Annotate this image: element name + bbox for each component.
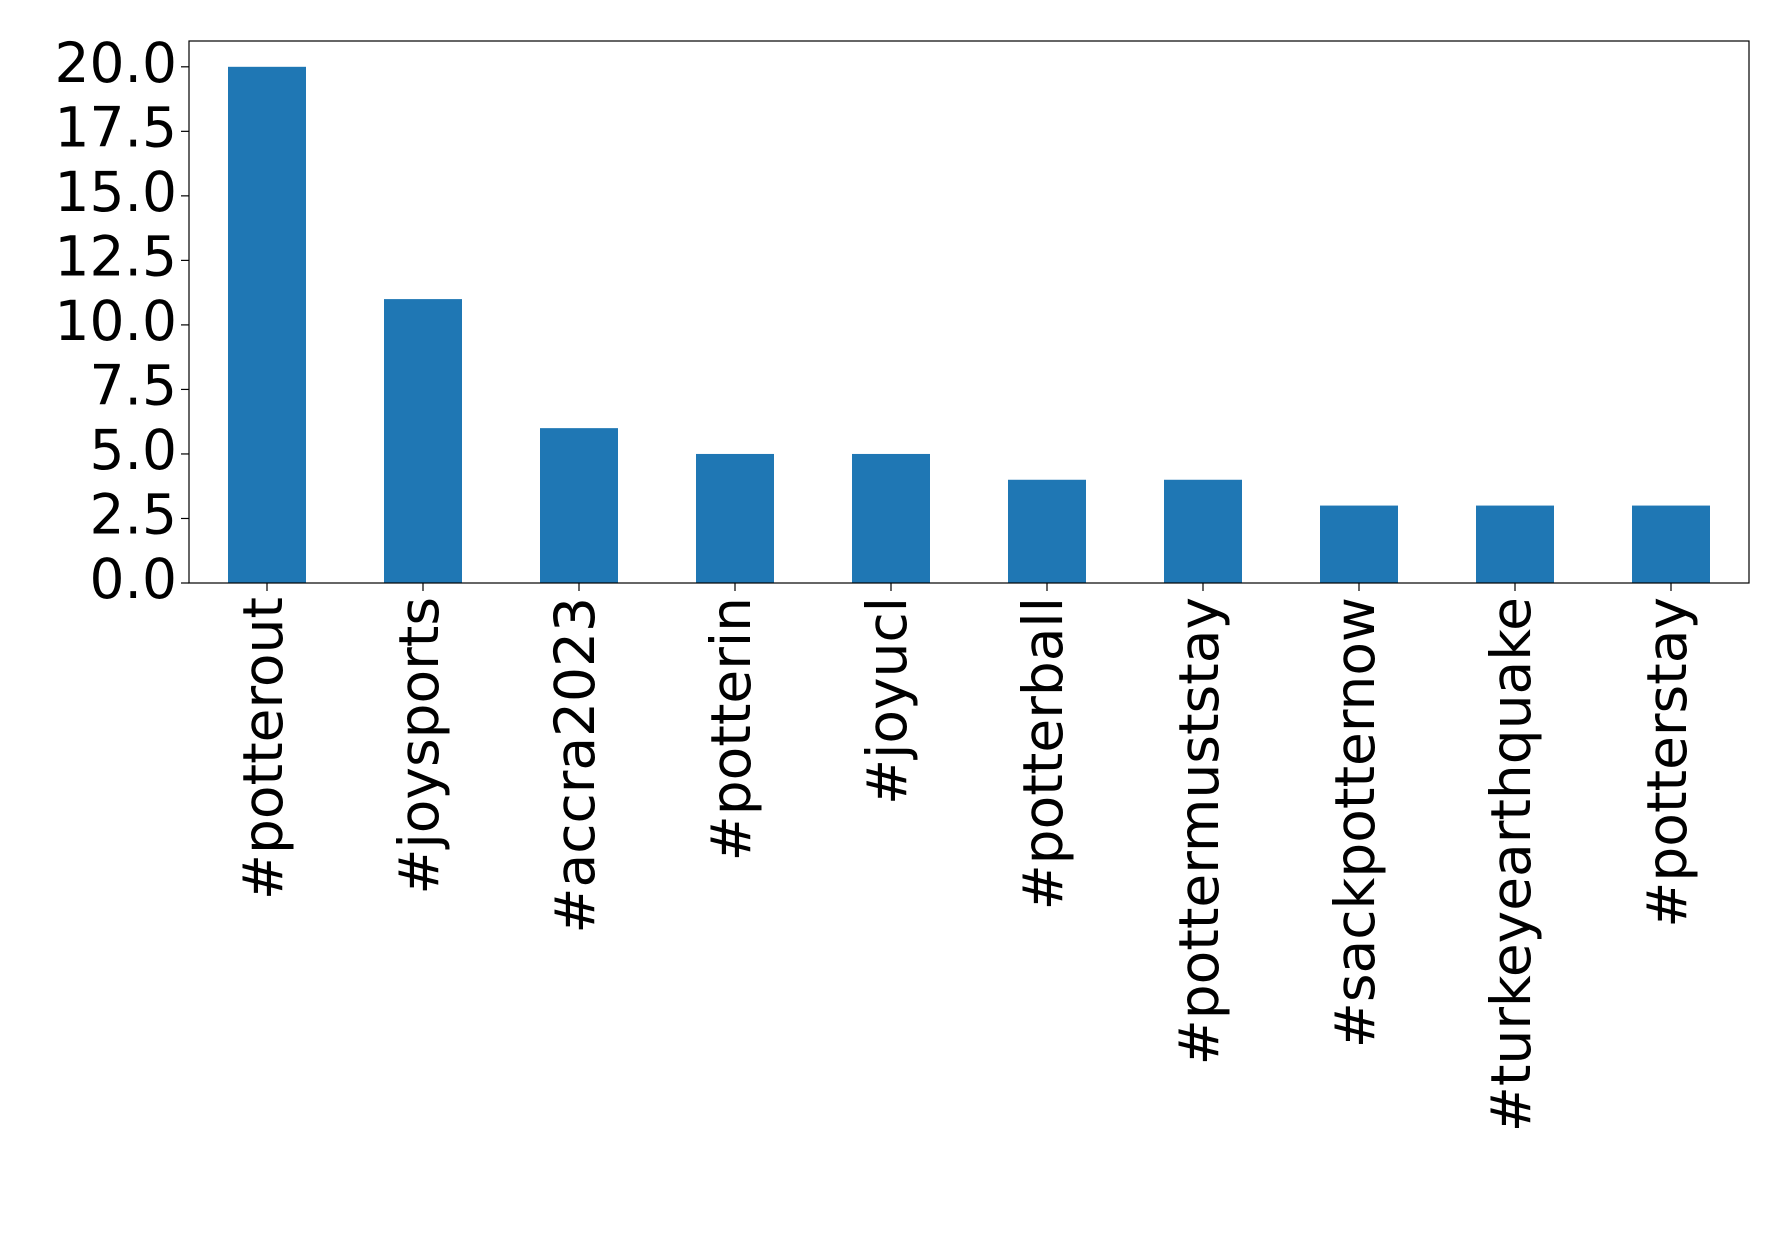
- x-tick-label: #turkeyearthquake: [1479, 597, 1543, 1132]
- x-tick-label: #accra2023: [543, 597, 607, 934]
- bar: [1476, 505, 1554, 583]
- plot-frame: [188, 40, 1750, 584]
- x-tick-label: #potterstay: [1635, 597, 1699, 928]
- bar: [1632, 505, 1710, 583]
- y-tick-label: 20.0: [55, 31, 177, 95]
- y-tick-label: 15.0: [55, 160, 177, 224]
- bar: [696, 453, 774, 583]
- bar: [228, 66, 306, 584]
- x-tick-label: #potterin: [699, 597, 763, 861]
- bar: [384, 299, 462, 583]
- y-tick-label: 12.5: [55, 225, 177, 289]
- x-tick-label: #joyucl: [855, 597, 919, 805]
- y-tick-label: 0.0: [90, 547, 177, 611]
- bar: [540, 428, 618, 583]
- y-tick-label: 5.0: [90, 418, 177, 482]
- x-tick-label: #potterball: [1011, 597, 1075, 910]
- y-tick-label: 2.5: [90, 483, 177, 547]
- bar: [852, 453, 930, 583]
- y-tick-label: 17.5: [55, 95, 177, 159]
- x-tick-label: #pottermuststay: [1167, 597, 1231, 1065]
- x-tick-label: #sackpotternow: [1323, 597, 1387, 1048]
- x-tick-label: #potterout: [231, 597, 295, 900]
- y-tick-label: 7.5: [90, 354, 177, 418]
- bar: [1320, 505, 1398, 583]
- bar: [1008, 479, 1086, 583]
- x-tick-label: #joysports: [387, 597, 451, 895]
- y-tick-label: 10.0: [55, 289, 177, 353]
- bar: [1164, 479, 1242, 583]
